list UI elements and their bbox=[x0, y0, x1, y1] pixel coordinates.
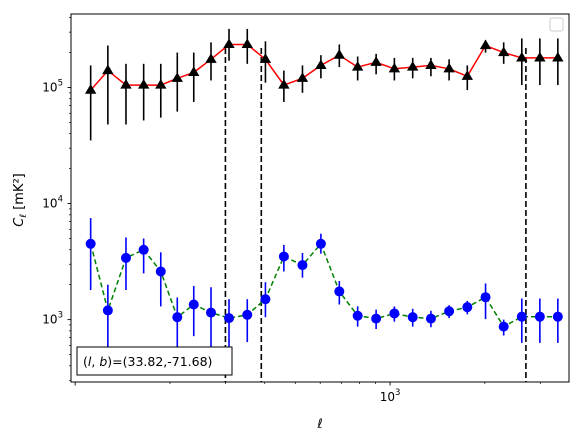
coordinate-annotation: (l, b)=(33.82,-71.68) bbox=[76, 346, 233, 376]
series-1-point bbox=[497, 46, 510, 57]
series-1-point bbox=[205, 53, 217, 63]
series-1-point bbox=[552, 51, 564, 62]
series-2-point bbox=[85, 238, 96, 249]
series-1-point bbox=[120, 79, 132, 89]
plot-frame bbox=[70, 13, 570, 383]
series-1-point bbox=[479, 39, 492, 50]
series-2-point bbox=[188, 299, 199, 310]
series-1-point bbox=[315, 59, 327, 70]
series-2-point bbox=[516, 311, 527, 322]
series-2-point bbox=[297, 260, 308, 271]
series-1 bbox=[84, 28, 564, 141]
series-2-point bbox=[120, 252, 131, 263]
series-1-point bbox=[516, 51, 528, 62]
series-1-point bbox=[102, 64, 114, 75]
series-1-point bbox=[534, 51, 546, 62]
series-1-point bbox=[370, 56, 382, 66]
series-layer bbox=[84, 28, 564, 349]
series-1-point bbox=[333, 49, 346, 59]
y-tick-label: 103 bbox=[42, 311, 63, 327]
series-1-point bbox=[171, 72, 183, 82]
y-tick-label: 104 bbox=[42, 195, 63, 211]
annotation-text: (l, b)=(33.82,-71.68) bbox=[83, 354, 212, 369]
series-2-point bbox=[407, 312, 418, 323]
series-2-point bbox=[155, 266, 166, 277]
series-2-point bbox=[444, 306, 455, 317]
plot-area bbox=[71, 14, 569, 382]
series-1-point bbox=[84, 84, 97, 94]
series-2-point bbox=[498, 321, 509, 332]
series-2-point bbox=[315, 238, 326, 249]
series-2-point bbox=[389, 308, 400, 319]
series-2-point bbox=[371, 313, 382, 324]
x-tick-label: 103 bbox=[380, 388, 401, 404]
series-2-point bbox=[462, 302, 473, 313]
series-2-point bbox=[552, 311, 563, 322]
series-2-point bbox=[138, 244, 149, 255]
series-1-point bbox=[155, 79, 167, 89]
annotation-box bbox=[76, 346, 233, 376]
series-1-point bbox=[388, 62, 401, 73]
series-2-point bbox=[534, 311, 545, 322]
x-axis-label: ℓ bbox=[316, 417, 322, 432]
series-1-point bbox=[443, 62, 455, 73]
series-1-point bbox=[223, 38, 235, 49]
series-2-point bbox=[352, 310, 363, 321]
series-1-point bbox=[259, 53, 272, 63]
series-1-point bbox=[278, 79, 290, 89]
series-2-point bbox=[480, 292, 491, 303]
series-1-point bbox=[351, 61, 364, 71]
vertical-lines bbox=[224, 48, 527, 382]
series-1-point bbox=[425, 59, 437, 70]
series-2-point bbox=[334, 286, 345, 297]
series-2-point bbox=[242, 309, 253, 320]
series-2 bbox=[85, 218, 563, 349]
legend-box bbox=[549, 17, 564, 32]
series-1-point bbox=[407, 61, 419, 71]
series-2-point bbox=[206, 307, 217, 318]
series-1-point bbox=[137, 79, 150, 89]
series-2-point bbox=[425, 313, 436, 324]
series-2-point bbox=[260, 294, 271, 305]
series-2-point bbox=[224, 313, 235, 324]
series-2-point bbox=[172, 312, 183, 323]
series-2-point bbox=[278, 251, 289, 262]
y-tick-label: 105 bbox=[42, 79, 63, 95]
series-1-point bbox=[188, 66, 200, 76]
y-axis-label: Cℓ [mK²] bbox=[12, 173, 29, 226]
series-1-point bbox=[461, 70, 474, 80]
series-1-point bbox=[241, 38, 253, 49]
series-1-point bbox=[296, 72, 309, 82]
axes-layer: 103 104 105 103 bbox=[42, 17, 541, 404]
series-2-point bbox=[102, 305, 113, 316]
